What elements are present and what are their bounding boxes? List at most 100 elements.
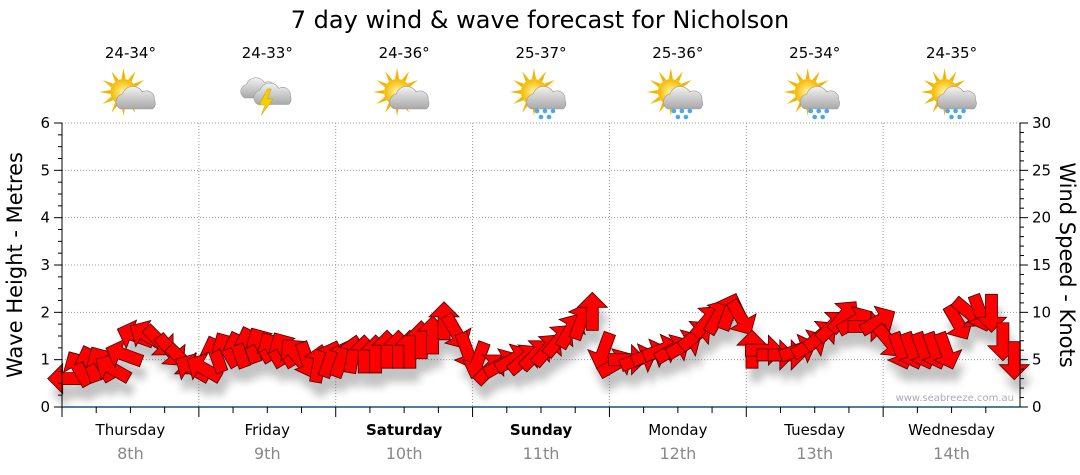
sun-ray xyxy=(385,71,393,82)
day-forecast-header: 24-34° 24-33° 24-36° 25-37° 25-36° 25-34° 24-3… xyxy=(99,44,977,120)
right-tick-label: 5 xyxy=(1032,351,1042,369)
temperature-range: 24-35° xyxy=(926,44,977,62)
lightning-icon xyxy=(258,88,274,116)
cloud-shape xyxy=(526,86,567,110)
date-label: 13th xyxy=(796,444,833,463)
day-label: Monday xyxy=(648,421,707,439)
date-label: 10th xyxy=(386,444,423,463)
cloud-icon xyxy=(115,86,156,110)
sun-ray xyxy=(932,71,940,82)
raindrop-icon xyxy=(824,108,830,114)
raindrop-icon xyxy=(961,108,966,114)
sun-ray xyxy=(805,68,810,79)
raindrop-icon xyxy=(546,114,552,120)
sun-ray xyxy=(923,96,935,104)
right-tick-label: 25 xyxy=(1032,161,1051,179)
raindrop-icon xyxy=(671,108,677,114)
sun-showers-icon xyxy=(646,68,703,120)
axes: 0 1 2 3 4 5 6 0 5 10 15 20 25 30 xyxy=(40,114,1051,417)
day-label: Friday xyxy=(245,421,291,439)
thunderstorm-icon xyxy=(240,77,292,116)
left-tick-label: 2 xyxy=(40,303,50,321)
chart-title: 7 day wind & wave forecast for Nicholson xyxy=(291,6,789,34)
sun-showers-icon xyxy=(510,68,567,120)
day-label: Tuesday xyxy=(783,421,845,439)
day-label: Thursday xyxy=(95,421,166,439)
raindrop-icon xyxy=(687,108,693,114)
temperature-range: 25-36° xyxy=(652,44,703,62)
raindrop-icon xyxy=(812,114,818,120)
raindrop-icon xyxy=(542,108,548,114)
left-tick-label: 3 xyxy=(40,256,50,274)
wind-arrow xyxy=(576,291,609,331)
date-label: 14th xyxy=(933,444,970,463)
cloud-icon xyxy=(526,86,567,110)
raindrop-icon xyxy=(808,108,814,114)
sun-ray xyxy=(949,71,957,82)
date-label: 8th xyxy=(117,444,144,463)
day-label: Sunday xyxy=(510,421,573,439)
date-label: 12th xyxy=(659,444,696,463)
cloud-icon xyxy=(389,86,430,110)
wind-arrow xyxy=(998,341,1031,381)
sun-ray xyxy=(401,71,410,82)
left-tick-label: 4 xyxy=(40,209,50,227)
temperature-range: 24-34° xyxy=(105,44,156,62)
date-label: 9th xyxy=(254,444,281,463)
sun-ray xyxy=(121,68,126,79)
watermark: www.seabreeze.com.au xyxy=(896,393,1014,404)
sun-ray xyxy=(102,80,114,88)
cloud-icon xyxy=(936,86,977,110)
temperature-range: 24-33° xyxy=(242,44,293,62)
left-tick-label: 5 xyxy=(40,161,50,179)
cloud-icon xyxy=(663,86,703,110)
cloud-shape xyxy=(115,86,156,110)
right-tick-label: 10 xyxy=(1032,303,1051,321)
cloud-shape xyxy=(936,86,977,110)
sun-ray xyxy=(954,80,966,88)
right-tick-label: 20 xyxy=(1032,209,1051,227)
sun-ray xyxy=(376,96,387,104)
raindrop-icon xyxy=(953,108,958,114)
sun-ray xyxy=(376,80,387,88)
raindrop-icon xyxy=(534,108,540,114)
temperature-range: 25-34° xyxy=(789,44,840,62)
raindrop-icon xyxy=(949,114,954,120)
sun-ray xyxy=(942,68,947,79)
left-axis-title: Wave Height - Metres xyxy=(3,152,27,378)
sun-ray xyxy=(373,90,385,94)
day-label: Saturday xyxy=(366,421,443,439)
right-tick-label: 15 xyxy=(1032,256,1051,274)
sun-ray xyxy=(923,80,935,88)
raindrop-icon xyxy=(683,114,689,120)
wind-arrow xyxy=(932,330,963,370)
sun-ray xyxy=(513,96,524,104)
day-label: Wednesday xyxy=(908,421,995,439)
sun-ray xyxy=(650,96,661,104)
cloud-shape xyxy=(799,86,840,110)
partly-cloudy-icon xyxy=(373,68,430,116)
sun-ray xyxy=(786,96,798,104)
temperature-range: 25-37° xyxy=(515,44,566,62)
sun-ray xyxy=(817,80,829,88)
sun-ray xyxy=(786,80,798,88)
sun-ray xyxy=(544,80,555,88)
wind-arrows xyxy=(47,291,1031,395)
cloud-shape xyxy=(389,86,430,110)
sun-ray xyxy=(510,90,521,94)
sun-ray xyxy=(111,71,119,82)
sun-ray xyxy=(681,80,692,88)
raindrop-icon xyxy=(816,108,822,114)
sun-ray xyxy=(668,68,673,79)
sun-showers-icon xyxy=(783,68,840,120)
sun-ray xyxy=(812,71,820,82)
partly-cloudy-icon xyxy=(99,68,156,116)
raindrop-icon xyxy=(679,108,685,114)
wind-arrow xyxy=(186,353,224,384)
left-tick-label: 1 xyxy=(40,351,50,369)
sun-ray xyxy=(783,90,795,94)
date-label: 11th xyxy=(523,444,560,463)
left-tick-label: 6 xyxy=(40,114,50,132)
sun-ray xyxy=(395,68,400,79)
